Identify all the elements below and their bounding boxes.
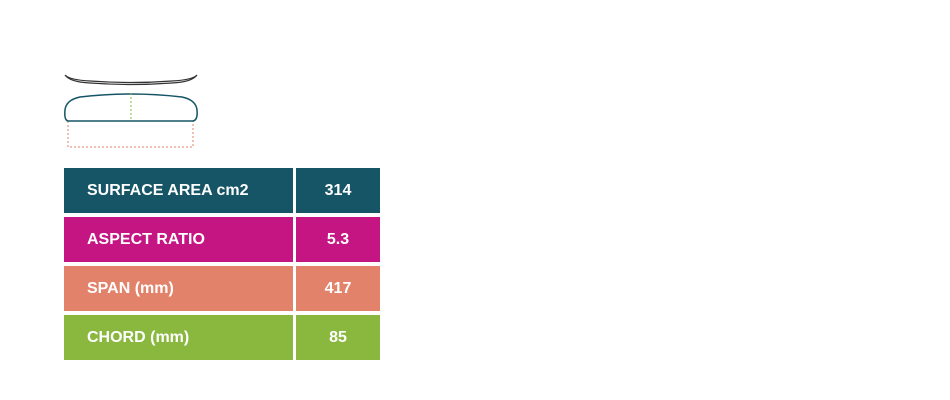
spec-label: CHORD (mm): [64, 315, 293, 360]
spec-value: 5.3: [296, 217, 380, 262]
spec-label: SURFACE AREA cm2: [64, 168, 293, 213]
spec-row: ASPECT RATIO 5.3: [64, 217, 380, 262]
spec-row: SPAN (mm) 417: [64, 266, 380, 311]
spec-label: SPAN (mm): [64, 266, 293, 311]
spec-label: ASPECT RATIO: [64, 217, 293, 262]
wing-outline: [64, 93, 198, 122]
spec-value: 417: [296, 266, 380, 311]
spec-value: 85: [296, 315, 380, 360]
wing-side-profile: [64, 74, 198, 86]
spec-row: SURFACE AREA cm2 314: [64, 168, 380, 213]
wing-diagram: [64, 74, 198, 148]
spec-table: SURFACE AREA cm2 314 ASPECT RATIO 5.3 SP…: [64, 168, 380, 364]
spec-value: 314: [296, 168, 380, 213]
spec-row: CHORD (mm) 85: [64, 315, 380, 360]
chord-box: [67, 120, 194, 148]
